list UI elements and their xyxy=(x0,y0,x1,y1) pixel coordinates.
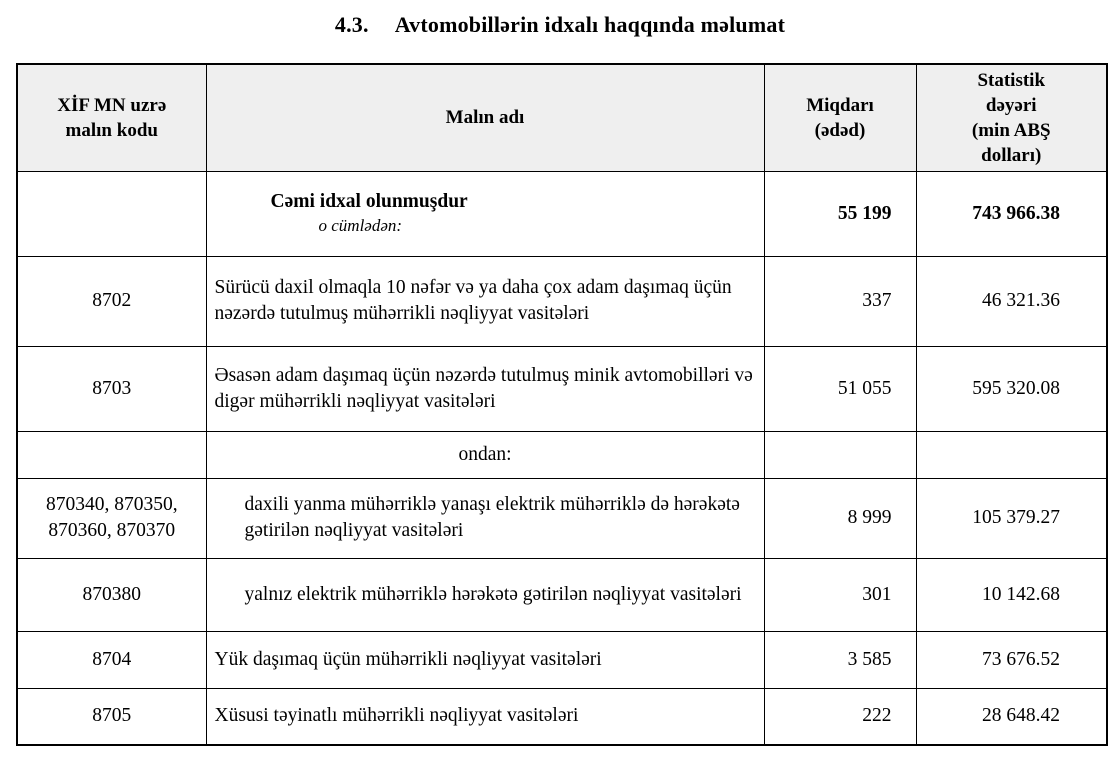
row-value: 595 320.08 xyxy=(915,345,1108,432)
row-name: Əsasən adam daşımaq üçün nəzərdə tutulmu… xyxy=(205,345,765,432)
subheader-empty-cell xyxy=(763,430,917,479)
row-value: 46 321.36 xyxy=(915,255,1108,347)
table-row: 8703 Əsasən adam daşımaq üçün nəzərdə tu… xyxy=(16,345,1108,432)
section-title-text: Avtomobillərin idxalı haqqında məlumat xyxy=(394,12,786,37)
row-value: 10 142.68 xyxy=(915,557,1108,632)
subheader-empty-cell xyxy=(16,430,207,479)
header-code: XİF MN uzrə malın kodu xyxy=(16,63,207,172)
total-value: 743 966.38 xyxy=(915,170,1108,257)
row-quantity: 337 xyxy=(763,255,917,347)
table-row: 8704 Yük daşımaq üçün mühərrikli nəqliyy… xyxy=(16,630,1108,689)
imports-table: XİF MN uzrə malın kodu Malın adı Miqdarı… xyxy=(16,63,1108,746)
row-name: Yük daşımaq üçün mühərrikli nəqliyyat va… xyxy=(205,630,765,689)
row-code: 8705 xyxy=(16,687,207,746)
subheader-label: ondan: xyxy=(205,430,765,479)
header-value: Statistik dəyəri (min ABŞ dolları) xyxy=(915,63,1108,172)
header-name: Malın adı xyxy=(205,63,765,172)
row-name: daxili yanma mühərriklə yanaşı elektrik … xyxy=(205,477,765,559)
section-number: 4.3. xyxy=(334,12,369,37)
row-quantity: 8 999 xyxy=(763,477,917,559)
row-name: Xüsusi təyinatlı mühərrikli nəqliyyat va… xyxy=(205,687,765,746)
row-name: Sürücü daxil olmaqla 10 nəfər və ya daha… xyxy=(205,255,765,347)
table-row: 870340, 870350, 870360, 870370 daxili ya… xyxy=(16,477,1108,559)
table-row: 870380 yalnız elektrik mühərriklə hərəkə… xyxy=(16,557,1108,632)
row-code: 8702 xyxy=(16,255,207,347)
row-value: 73 676.52 xyxy=(915,630,1108,689)
row-code: 870380 xyxy=(16,557,207,632)
row-quantity: 222 xyxy=(763,687,917,746)
row-code: 8703 xyxy=(16,345,207,432)
row-value: 105 379.27 xyxy=(915,477,1108,559)
page-title: 4.3. Avtomobillərin idxalı haqqında məlum… xyxy=(0,12,1120,38)
total-sublabel: o cümlədən: xyxy=(318,216,403,236)
total-code-cell xyxy=(16,170,207,257)
table-subheader-row: ondan: xyxy=(16,430,1108,479)
table-header-row: XİF MN uzrə malın kodu Malın adı Miqdarı… xyxy=(16,63,1108,172)
subheader-empty-cell xyxy=(915,430,1108,479)
total-name-cell: Cəmi idxal olunmuşdur o cümlədən: xyxy=(205,170,765,257)
row-quantity: 51 055 xyxy=(763,345,917,432)
row-code: 8704 xyxy=(16,630,207,689)
header-quantity: Miqdarı (ədəd) xyxy=(763,63,917,172)
table-row-total: Cəmi idxal olunmuşdur o cümlədən: 55 199… xyxy=(16,170,1108,257)
table-header: XİF MN uzrə malın kodu Malın adı Miqdarı… xyxy=(16,63,1108,172)
table-row: 8702 Sürücü daxil olmaqla 10 nəfər və ya… xyxy=(16,255,1108,347)
table-row: 8705 Xüsusi təyinatlı mühərrikli nəqliyy… xyxy=(16,687,1108,746)
total-quantity: 55 199 xyxy=(763,170,917,257)
row-value: 28 648.42 xyxy=(915,687,1108,746)
row-name: yalnız elektrik mühərriklə hərəkətə gəti… xyxy=(205,557,765,632)
row-quantity: 3 585 xyxy=(763,630,917,689)
total-label: Cəmi idxal olunmuşdur xyxy=(270,191,468,213)
row-code: 870340, 870350, 870360, 870370 xyxy=(16,477,207,559)
row-quantity: 301 xyxy=(763,557,917,632)
